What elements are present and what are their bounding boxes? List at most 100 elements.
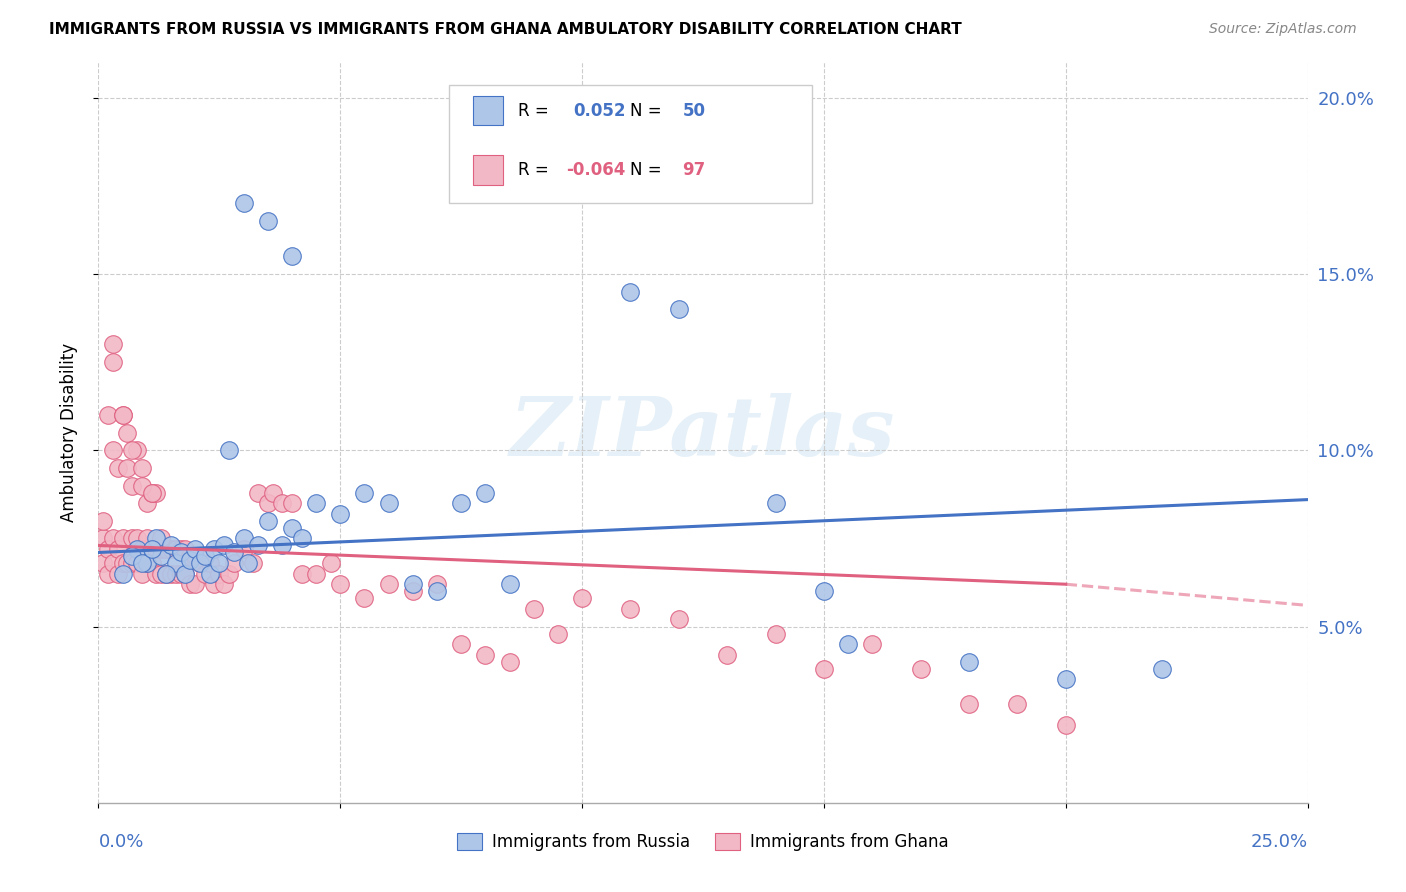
Point — [256, 214, 278, 228]
Point — [101, 355, 124, 369]
Point — [194, 566, 217, 581]
Point — [131, 556, 153, 570]
Point — [837, 637, 859, 651]
Point — [174, 566, 197, 581]
Point — [208, 556, 231, 570]
Bar — [474, 95, 503, 126]
Point — [474, 648, 496, 662]
Point — [155, 566, 177, 581]
Point — [957, 697, 980, 711]
Point — [111, 566, 134, 581]
Point — [141, 556, 163, 570]
Point — [117, 425, 139, 440]
Point — [619, 285, 641, 299]
Text: Source: ZipAtlas.com: Source: ZipAtlas.com — [1209, 22, 1357, 37]
Point — [212, 577, 235, 591]
FancyBboxPatch shape — [449, 85, 811, 203]
Legend: Immigrants from Russia, Immigrants from Ghana: Immigrants from Russia, Immigrants from … — [450, 826, 956, 857]
Point — [188, 556, 211, 570]
Point — [97, 408, 120, 422]
Point — [377, 577, 399, 591]
Point — [165, 566, 187, 581]
Point — [498, 577, 520, 591]
Point — [619, 602, 641, 616]
Text: ZIPatlas: ZIPatlas — [510, 392, 896, 473]
Point — [101, 443, 124, 458]
Point — [198, 556, 221, 570]
Text: 50: 50 — [682, 102, 706, 120]
Point — [107, 566, 129, 581]
Point — [165, 556, 187, 570]
Point — [353, 591, 375, 606]
Point — [107, 461, 129, 475]
Point — [271, 496, 294, 510]
Point — [305, 566, 328, 581]
Point — [165, 541, 187, 556]
Text: R =: R = — [517, 102, 554, 120]
Point — [111, 532, 134, 546]
Point — [131, 566, 153, 581]
Point — [204, 577, 226, 591]
Point — [150, 541, 173, 556]
Point — [571, 591, 593, 606]
Point — [238, 556, 260, 570]
Point — [145, 541, 167, 556]
Point — [218, 443, 240, 458]
Point — [256, 496, 278, 510]
Point — [247, 485, 270, 500]
Point — [188, 556, 211, 570]
Point — [155, 541, 177, 556]
Point — [179, 577, 201, 591]
Point — [127, 556, 149, 570]
Point — [222, 545, 245, 559]
Point — [131, 541, 153, 556]
Point — [329, 577, 352, 591]
Point — [184, 577, 207, 591]
Point — [523, 602, 546, 616]
Point — [353, 485, 375, 500]
Point — [281, 249, 304, 263]
Text: IMMIGRANTS FROM RUSSIA VS IMMIGRANTS FROM GHANA AMBULATORY DISABILITY CORRELATIO: IMMIGRANTS FROM RUSSIA VS IMMIGRANTS FRO… — [49, 22, 962, 37]
Point — [668, 302, 690, 317]
Point — [281, 521, 304, 535]
Text: 0.0%: 0.0% — [98, 833, 143, 851]
Text: N =: N = — [630, 102, 668, 120]
Text: N =: N = — [630, 161, 668, 178]
Point — [117, 556, 139, 570]
Point — [474, 485, 496, 500]
Point — [101, 532, 124, 546]
Point — [111, 556, 134, 570]
Point — [117, 461, 139, 475]
Point — [305, 496, 328, 510]
Point — [426, 577, 449, 591]
Point — [813, 662, 835, 676]
Point — [121, 443, 143, 458]
Point — [145, 532, 167, 546]
Text: -0.064: -0.064 — [567, 161, 626, 178]
Point — [145, 485, 167, 500]
Point — [426, 584, 449, 599]
Point — [141, 541, 163, 556]
Point — [135, 532, 157, 546]
Point — [174, 541, 197, 556]
Bar — [474, 155, 503, 185]
Point — [127, 541, 149, 556]
Point — [1007, 697, 1029, 711]
Point — [957, 655, 980, 669]
Point — [97, 566, 120, 581]
Y-axis label: Ambulatory Disability: Ambulatory Disability — [59, 343, 77, 522]
Point — [194, 549, 217, 563]
Point — [101, 337, 124, 351]
Point — [232, 196, 254, 211]
Point — [160, 541, 183, 556]
Text: R =: R = — [517, 161, 554, 178]
Point — [107, 541, 129, 556]
Point — [121, 556, 143, 570]
Point — [271, 538, 294, 552]
Point — [121, 478, 143, 492]
Point — [150, 532, 173, 546]
Point — [198, 566, 221, 581]
Point — [377, 496, 399, 510]
Point — [121, 549, 143, 563]
Point — [765, 496, 787, 510]
